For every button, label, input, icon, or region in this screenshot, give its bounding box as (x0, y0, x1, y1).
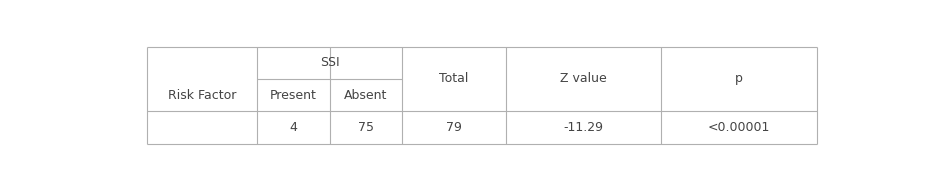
Text: Total: Total (439, 72, 469, 85)
Text: Risk Factor: Risk Factor (167, 89, 236, 102)
Text: <0.00001: <0.00001 (708, 121, 770, 134)
Text: SSI: SSI (320, 56, 339, 69)
Text: Z value: Z value (560, 72, 607, 85)
Text: 4: 4 (290, 121, 297, 134)
Text: Present: Present (270, 89, 317, 102)
Text: 79: 79 (446, 121, 462, 134)
Text: p: p (735, 72, 743, 85)
Text: Absent: Absent (344, 89, 387, 102)
Text: -11.29: -11.29 (564, 121, 603, 134)
Text: 75: 75 (358, 121, 374, 134)
